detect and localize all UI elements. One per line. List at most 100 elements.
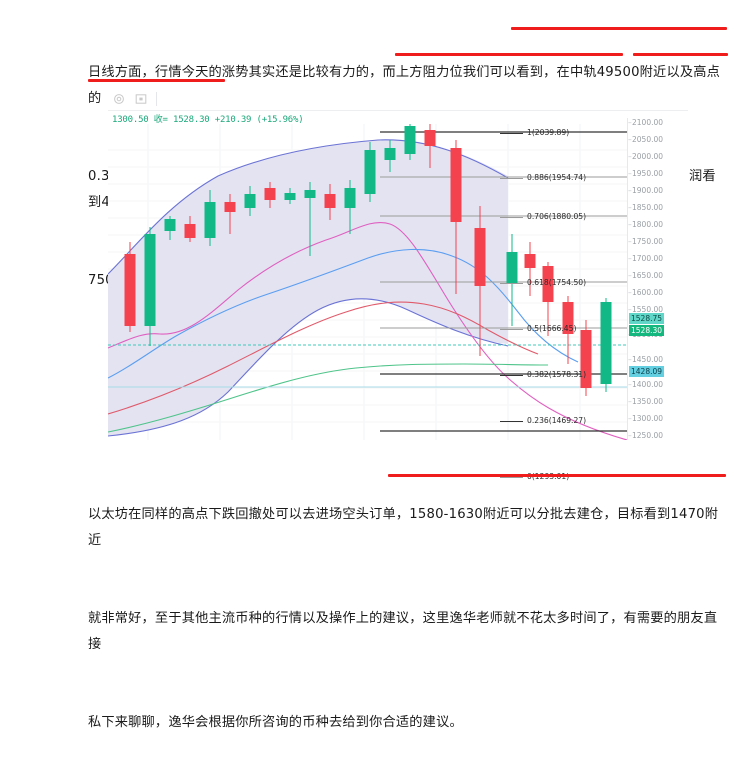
highlight-underline-2	[395, 53, 623, 56]
fib-line-segment	[500, 282, 523, 284]
highlight-underline-4	[88, 79, 225, 82]
tick-dash: –	[628, 169, 632, 178]
y-tick: –1550.00	[628, 305, 664, 314]
candle	[204, 190, 216, 246]
candle	[164, 216, 176, 240]
fib-line-segment	[500, 374, 523, 376]
fib-line-segment	[500, 420, 523, 422]
y-tick: –1350.00	[628, 397, 664, 406]
y-tick: –1850.00	[628, 203, 664, 212]
candle	[580, 320, 592, 396]
chart-toolbar[interactable]	[108, 88, 688, 111]
tick-dash: –	[628, 414, 632, 423]
price-axis[interactable]: –2100.00 –2050.00 –2000.00 –1950.00 –190…	[627, 118, 689, 440]
tick-dash: –	[628, 288, 632, 297]
candle	[600, 298, 612, 392]
trading-chart-widget[interactable]: 1300.50 收= 1528.30 +210.39 (+15.96%)	[108, 88, 689, 481]
bottom-paragraph: 以太坊在同样的高点下跌回撤处可以去进场空头订单，1580-1630附近可以分批去…	[88, 450, 728, 762]
candle	[506, 234, 518, 326]
candle	[184, 216, 196, 242]
fullscreen-icon[interactable]	[130, 90, 152, 108]
candle	[450, 140, 462, 294]
highlight-underline-3	[633, 53, 728, 56]
y-tick: –2100.00	[628, 118, 664, 127]
candle	[284, 188, 296, 204]
candle	[224, 194, 236, 234]
candle	[364, 142, 376, 202]
fib-label-0618: 0.618(1754.50)	[500, 278, 586, 287]
last-price-badge[interactable]: 1528.30	[629, 325, 665, 336]
fib-line-segment	[500, 476, 523, 478]
candle	[124, 242, 136, 332]
tick-dash: –	[628, 305, 632, 314]
candlestick-svg	[108, 124, 627, 440]
fib-label-0382: 0.382(1578.31)	[500, 370, 586, 379]
candle	[324, 184, 336, 220]
fib-label-0236: 0.236(1469.27)	[500, 416, 586, 425]
tick-dash: –	[628, 203, 632, 212]
y-tick: –1300.00	[628, 414, 664, 423]
ma-slow-green-line	[108, 363, 549, 433]
tick-dash: –	[628, 397, 632, 406]
candle	[384, 140, 396, 172]
candle	[542, 262, 554, 336]
candle	[244, 186, 256, 216]
chart-plot-area[interactable]: 1(2039.89) 0.886(1954.74) 0.706(1880.05)…	[108, 124, 627, 440]
ma-slow-red-line	[108, 301, 539, 415]
ma-mid-line	[108, 248, 579, 379]
y-tick: –1950.00	[628, 169, 664, 178]
camera-icon[interactable]	[108, 90, 130, 108]
ask-price-badge[interactable]: 1528.75	[629, 313, 665, 324]
y-tick: –2000.00	[628, 152, 664, 161]
candle	[562, 296, 574, 364]
tick-dash: –	[628, 220, 632, 229]
fib-line-segment	[500, 177, 523, 179]
candle	[474, 206, 486, 356]
highlight-underline-1	[511, 27, 727, 30]
candle	[144, 227, 156, 346]
candle	[344, 180, 356, 234]
y-tick: –1900.00	[628, 186, 664, 195]
fib-label-0706: 0.706(1880.05)	[500, 212, 586, 221]
bollinger-upper	[108, 139, 509, 275]
candle	[404, 124, 416, 160]
y-tick: –2050.00	[628, 135, 664, 144]
candle	[264, 182, 276, 208]
tick-dash: –	[628, 118, 632, 127]
tick-dash: –	[628, 431, 632, 440]
tick-dash: –	[628, 237, 632, 246]
tick-dash: –	[628, 152, 632, 161]
fib-label-0886: 0.886(1954.74)	[500, 173, 586, 182]
bollinger-lower	[108, 298, 509, 437]
ma-fast-line	[108, 222, 627, 440]
tick-dash: –	[628, 254, 632, 263]
toolbar-divider	[156, 92, 157, 106]
y-tick: –1800.00	[628, 220, 664, 229]
fib-line-segment	[500, 132, 523, 134]
y-tick: –1400.00	[628, 380, 664, 389]
candle	[424, 124, 436, 168]
y-tick: –1700.00	[628, 254, 664, 263]
highlight-underline-5	[388, 474, 726, 477]
y-tick: –1750.00	[628, 237, 664, 246]
top-paragraph-line-1: 日线方面，行情今天的涨势其实还是比较有力的，而上方阻力位我们可以看到，在中轨49…	[88, 65, 720, 106]
fib-line-segment	[500, 216, 523, 218]
bid-price-badge[interactable]: 1428.09	[629, 366, 665, 377]
tick-dash: –	[628, 271, 632, 280]
tick-dash: –	[628, 135, 632, 144]
candle	[304, 182, 316, 256]
y-tick: –1250.00	[628, 431, 664, 440]
y-tick: –1450.00	[628, 355, 664, 364]
tick-dash: –	[628, 355, 632, 364]
chart-legend: 1300.50 收= 1528.30 +210.39 (+15.96%)	[112, 115, 304, 125]
fib-line-segment	[500, 328, 523, 330]
fib-label-1: 1(2039.89)	[500, 128, 569, 137]
fib-rays	[380, 131, 627, 432]
y-tick: –1600.00	[628, 288, 664, 297]
tick-dash: –	[628, 186, 632, 195]
bottom-paragraph-line-3: 私下来聊聊，逸华会根据你所咨询的币种去给到你合适的建议。	[88, 715, 463, 730]
tick-dash: –	[628, 380, 632, 389]
bottom-paragraph-line-1: 以太坊在同样的高点下跌回撤处可以去进场空头订单，1580-1630附近可以分批去…	[88, 507, 719, 548]
fib-label-05: 0.5(1666.45)	[500, 324, 576, 333]
candlestick-series	[124, 124, 612, 396]
